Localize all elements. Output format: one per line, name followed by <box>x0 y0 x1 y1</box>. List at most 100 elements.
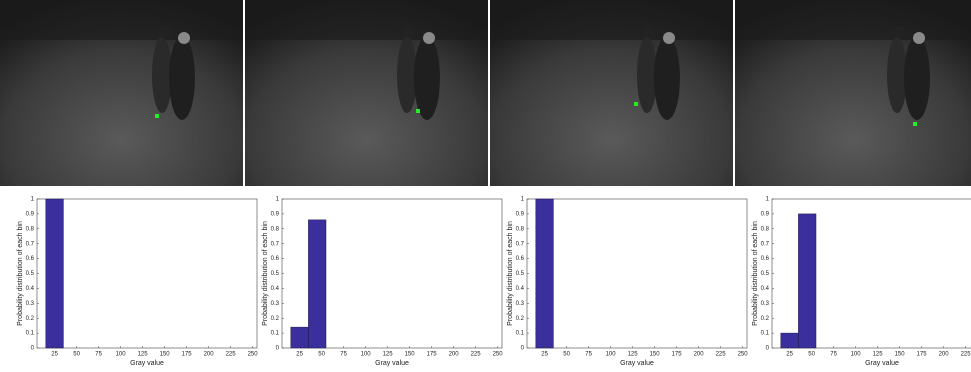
photo <box>735 0 971 186</box>
person-head <box>643 26 655 38</box>
y-tick-label: 0.4 <box>26 286 35 292</box>
y-tick-label: 0.3 <box>516 301 525 307</box>
y-tick-label: 0.1 <box>271 331 280 337</box>
y-axis-label: Probability distribution of each bin <box>262 221 269 326</box>
x-tick-label: 225 <box>961 352 971 358</box>
y-tick-label: 0.7 <box>26 241 35 247</box>
x-tick-label: 25 <box>786 352 793 358</box>
y-tick-label: 0.6 <box>516 256 525 262</box>
x-tick-label: 200 <box>449 352 460 358</box>
x-tick-label: 75 <box>95 352 102 358</box>
y-tick-label: 0.5 <box>516 271 525 277</box>
y-tick-label: 1 <box>521 197 525 203</box>
x-tick-label: 100 <box>361 352 372 358</box>
y-tick-label: 0.9 <box>26 211 35 217</box>
x-tick-label: 25 <box>541 352 548 358</box>
person <box>152 37 172 113</box>
y-tick-label: 0.1 <box>516 331 525 337</box>
y-tick-label: 0.3 <box>761 301 770 307</box>
plot-area <box>527 199 747 348</box>
y-tick-label: 0.9 <box>516 211 525 217</box>
photo-wall <box>735 0 971 40</box>
person-head <box>178 32 190 44</box>
y-tick-label: 0.1 <box>761 331 770 337</box>
y-tick-label: 0.2 <box>26 316 35 322</box>
x-tick-label: 175 <box>182 352 193 358</box>
photo <box>245 0 488 186</box>
person <box>397 37 417 113</box>
y-axis-label: Probability distribution of each bin <box>17 221 24 326</box>
x-tick-label: 225 <box>716 352 727 358</box>
y-tick-label: 0.2 <box>516 316 525 322</box>
x-tick-label: 225 <box>471 352 482 358</box>
marker <box>913 122 917 126</box>
x-tick-label: 100 <box>606 352 617 358</box>
bar <box>46 199 64 348</box>
x-axis-label: Gray value <box>130 360 164 367</box>
marker <box>416 109 420 113</box>
y-tick-label: 0.4 <box>516 286 525 292</box>
x-tick-label: 50 <box>318 352 325 358</box>
x-tick-label: 25 <box>51 352 58 358</box>
y-tick-label: 0.9 <box>271 211 280 217</box>
photo <box>490 0 733 186</box>
person-head <box>403 26 415 38</box>
x-tick-label: 250 <box>248 352 259 358</box>
x-tick-label: 200 <box>939 352 950 358</box>
person <box>169 36 195 120</box>
marker <box>634 102 638 106</box>
y-tick-label: 0.2 <box>271 316 280 322</box>
x-axis-label: Gray value <box>375 360 409 367</box>
y-tick-label: 0 <box>276 346 280 352</box>
y-tick-label: 0.7 <box>761 241 770 247</box>
person <box>637 37 657 113</box>
x-tick-label: 150 <box>405 352 416 358</box>
x-tick-label: 25 <box>296 352 303 358</box>
y-tick-label: 0.8 <box>271 226 280 232</box>
y-tick-label: 0 <box>766 346 770 352</box>
y-tick-label: 0.6 <box>26 256 35 262</box>
y-tick-label: 0.8 <box>761 226 770 232</box>
x-tick-label: 125 <box>873 352 884 358</box>
x-tick-label: 150 <box>650 352 661 358</box>
x-tick-label: 250 <box>738 352 749 358</box>
person <box>654 36 680 120</box>
x-tick-label: 200 <box>204 352 215 358</box>
x-tick-label: 75 <box>585 352 592 358</box>
x-tick-label: 175 <box>672 352 683 358</box>
y-tick-label: 0.6 <box>271 256 280 262</box>
x-tick-label: 75 <box>340 352 347 358</box>
photo-wall <box>0 0 243 40</box>
person-head <box>158 26 170 38</box>
x-tick-label: 125 <box>383 352 394 358</box>
x-tick-label: 250 <box>493 352 504 358</box>
x-tick-label: 225 <box>226 352 237 358</box>
x-tick-label: 50 <box>563 352 570 358</box>
x-tick-label: 100 <box>116 352 127 358</box>
y-tick-label: 0.3 <box>26 301 35 307</box>
person <box>414 36 440 120</box>
x-tick-label: 125 <box>628 352 639 358</box>
y-tick-label: 0.1 <box>26 331 35 337</box>
marker <box>155 114 159 118</box>
x-axis-label: Gray value <box>620 360 654 367</box>
bar <box>291 327 309 348</box>
x-tick-label: 50 <box>73 352 80 358</box>
y-tick-label: 0.4 <box>761 286 770 292</box>
bar <box>536 199 554 348</box>
y-tick-label: 0.9 <box>761 211 770 217</box>
bar <box>798 214 816 348</box>
x-tick-label: 200 <box>694 352 705 358</box>
x-tick-label: 100 <box>851 352 862 358</box>
x-tick-label: 75 <box>830 352 837 358</box>
y-axis-label: Probability distribution of each bin <box>752 221 759 326</box>
y-tick-label: 0.2 <box>761 316 770 322</box>
person-head <box>663 32 675 44</box>
y-tick-label: 0.5 <box>26 271 35 277</box>
photo-wall <box>245 0 488 40</box>
person-head <box>913 32 925 44</box>
person <box>904 36 930 120</box>
x-tick-label: 50 <box>808 352 815 358</box>
person-head <box>423 32 435 44</box>
figure: 00.10.20.30.40.50.60.70.80.9125507510012… <box>0 0 971 372</box>
